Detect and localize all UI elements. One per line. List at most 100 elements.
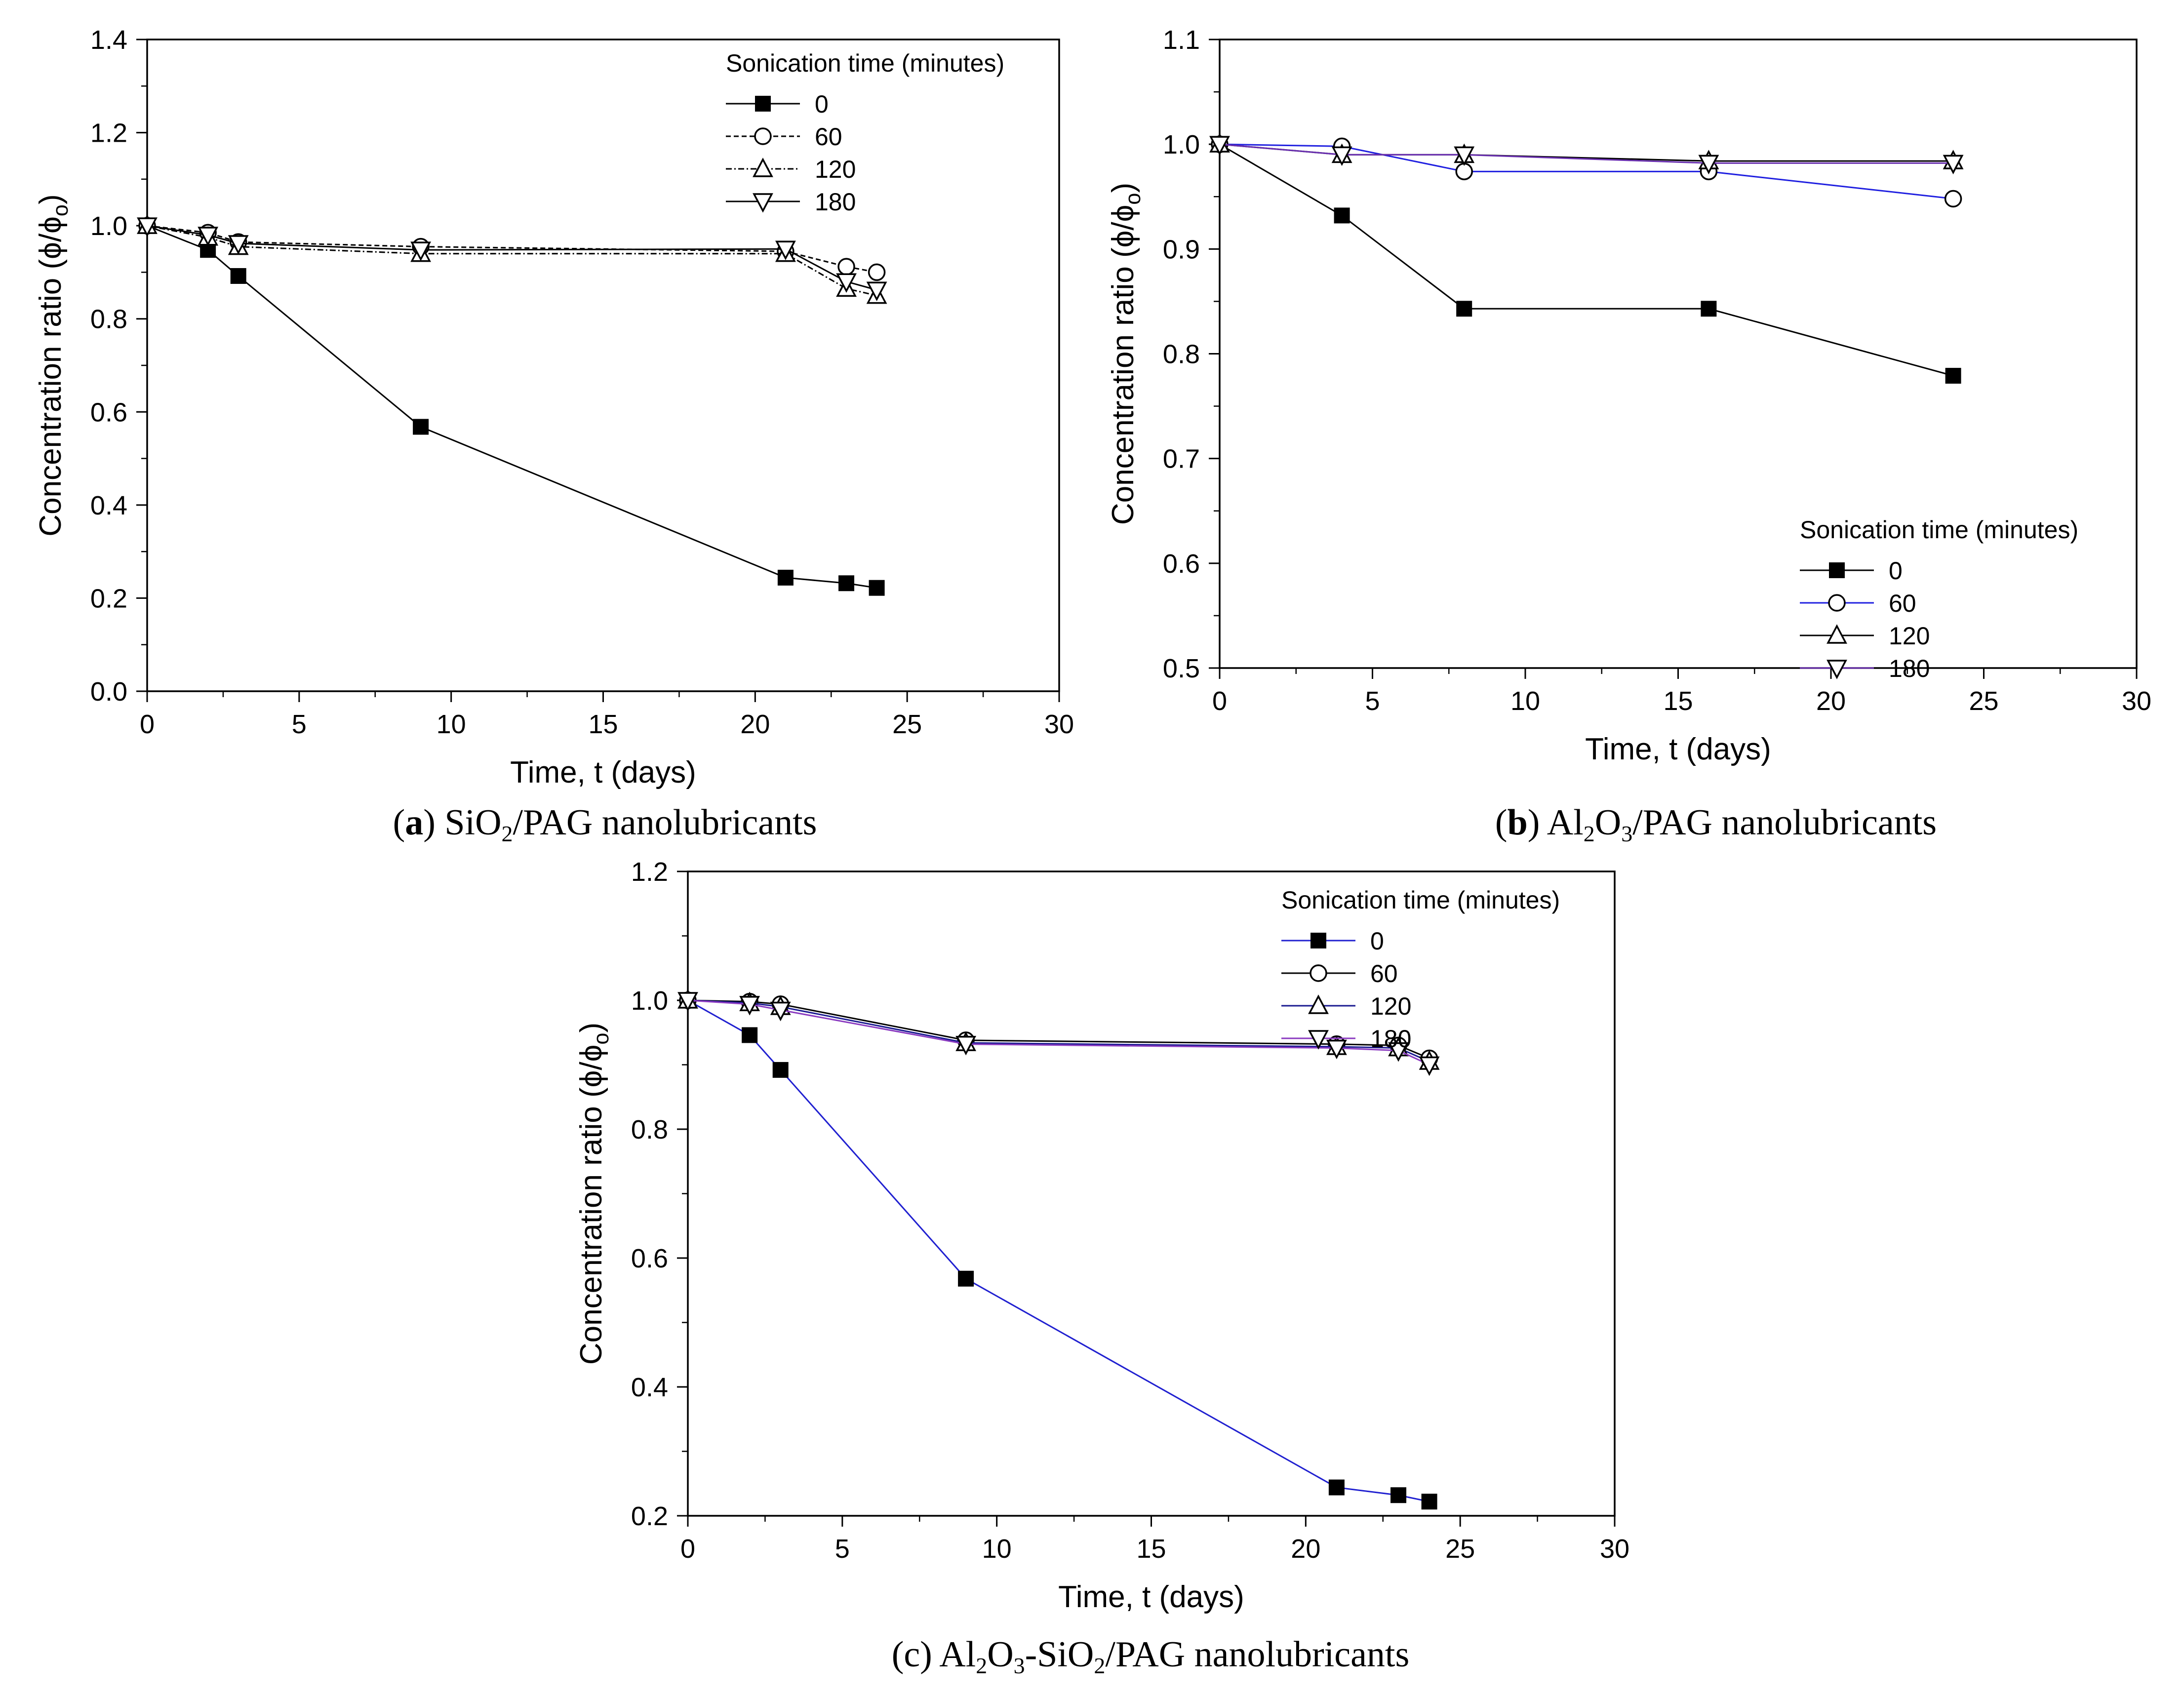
legend-label-60: 60 [815, 123, 842, 151]
legend-label-180: 180 [1889, 655, 1930, 682]
legend-label-60: 60 [1370, 960, 1398, 987]
y-tick-label: 0.2 [90, 584, 127, 613]
y-tick-label: 0.8 [1163, 340, 1200, 369]
x-tick-label: 10 [982, 1534, 1012, 1564]
data-point-0 [772, 1062, 789, 1078]
legend-label-0: 0 [1889, 557, 1903, 585]
x-tick-label: 25 [892, 710, 922, 739]
x-tick-label: 5 [1365, 686, 1380, 716]
y-tick-label: 0.7 [1163, 444, 1200, 474]
y-tick-label: 0.6 [1163, 549, 1200, 579]
x-tick-label: 30 [1600, 1534, 1629, 1564]
y-axis-label-main: Concentration ratio ( [1106, 247, 1140, 525]
caption-subscript: 2 [1094, 1653, 1105, 1678]
legend-marker-180 [1827, 660, 1847, 679]
x-tick-label: 20 [1291, 1534, 1320, 1564]
data-point-0 [230, 268, 246, 284]
legend-title: Sonication time (minutes) [726, 49, 1004, 77]
series-180 [677, 992, 1440, 1076]
caption-letter: b [1508, 802, 1528, 843]
data-point-60 [1455, 162, 1473, 181]
series-180 [137, 217, 887, 301]
caption-open: (c) [892, 1634, 932, 1675]
y-axis-label-subscript: o [49, 204, 73, 216]
data-point-180 [1454, 146, 1475, 166]
legend-marker-120 [753, 158, 773, 177]
caption-letter: a [405, 802, 423, 843]
caption-text: O [987, 1634, 1013, 1675]
legend-marker-60 [1828, 594, 1846, 612]
y-tick-label: 0.6 [631, 1244, 668, 1273]
x-tick-label: 15 [1136, 1534, 1166, 1564]
data-point-0 [1334, 207, 1350, 224]
x-tick-label: 25 [1445, 1534, 1475, 1564]
data-point-0 [1390, 1487, 1407, 1503]
data-point-180 [137, 217, 158, 237]
panel-caption: (b) Al2O3/PAG nanolubricants [1495, 802, 1937, 846]
x-axis-label: Time, t (days) [510, 755, 696, 789]
y-axis-label: Concentration ratio (ϕ/ϕo) [574, 1023, 613, 1365]
y-tick-label: 1.1 [1163, 25, 1200, 55]
y-axis-label: Concentration ratio (ϕ/ϕo) [34, 194, 73, 536]
y-axis-label-close: ) [34, 194, 68, 204]
y-tick-label: 0.8 [631, 1115, 668, 1144]
legend-marker-60 [754, 127, 772, 145]
legend-marker-120 [1308, 994, 1329, 1014]
caption-subscript: 3 [1014, 1653, 1025, 1678]
data-point-180 [1326, 1039, 1347, 1060]
data-point-180 [1331, 146, 1352, 166]
legend-marker-180 [1308, 1030, 1329, 1050]
legend-label-180: 180 [1370, 1025, 1411, 1053]
x-tick-label: 30 [1044, 710, 1074, 739]
chart-panel-a: 0 5 10 15 20 25 300.00.20.40.60.81.01.21.4Time… [34, 25, 1074, 846]
panel-caption: (a) SiO2/PAG nanolubricants [393, 802, 817, 846]
legend-marker-180 [753, 193, 773, 213]
legend: Sonication time (minutes) 0 60 120 180 [1800, 516, 2078, 682]
caption-open: ( [1495, 802, 1508, 843]
y-axis-label-main: Concentration ratio ( [574, 1087, 608, 1365]
y-tick-label: 1.0 [1163, 130, 1200, 159]
data-point-180 [1943, 155, 1964, 175]
caption-text: Al [932, 1634, 976, 1675]
x-tick-label: 0 [140, 710, 155, 739]
caption-text: /PAG nanolubricants [1105, 1634, 1409, 1675]
x-tick-label: 0 [1212, 686, 1227, 716]
caption-close: ) [1528, 802, 1540, 843]
legend-label-60: 60 [1889, 590, 1916, 617]
caption-subscript: 2 [976, 1653, 987, 1678]
legend-title: Sonication time (minutes) [1281, 886, 1560, 914]
data-point-0 [1945, 368, 1961, 384]
data-point-0 [958, 1270, 974, 1287]
data-point-180 [739, 996, 760, 1016]
legend-label-0: 0 [1370, 927, 1384, 955]
y-axis-label-subscript: o [590, 1033, 613, 1045]
data-point-180 [1388, 1042, 1409, 1062]
series-180 [1209, 136, 1964, 175]
data-point-180 [1209, 136, 1230, 156]
legend-marker-0 [755, 96, 771, 112]
y-axis-label-ratio: ϕ/ϕ [1106, 205, 1140, 248]
x-tick-label: 20 [740, 710, 770, 739]
legend: Sonication time (minutes) 0 60 120 180 [1281, 886, 1560, 1053]
caption-subscript: 2 [502, 821, 513, 846]
data-point-60 [868, 263, 886, 281]
caption-subscript: 3 [1621, 821, 1632, 846]
caption-close: ) [423, 802, 436, 843]
caption-text: /PAG nanolubricants [513, 802, 817, 843]
panel-caption: (c) Al2O3-SiO2/PAG nanolubricants [892, 1634, 1410, 1678]
data-point-180 [836, 273, 857, 293]
y-tick-label: 0.2 [631, 1501, 668, 1531]
legend-label-120: 120 [1370, 992, 1411, 1020]
data-point-180 [410, 241, 432, 261]
caption-subscript: 2 [1584, 821, 1595, 846]
y-axis-label-ratio: ϕ/ϕ [34, 216, 68, 259]
data-point-0 [777, 569, 794, 586]
x-axis-label: Time, t (days) [1585, 732, 1771, 766]
y-axis-label-close: ) [574, 1023, 608, 1033]
data-point-0 [742, 1027, 758, 1043]
legend-label-120: 120 [1889, 622, 1930, 650]
x-tick-label: 20 [1816, 686, 1846, 716]
y-tick-label: 0.8 [90, 305, 127, 334]
